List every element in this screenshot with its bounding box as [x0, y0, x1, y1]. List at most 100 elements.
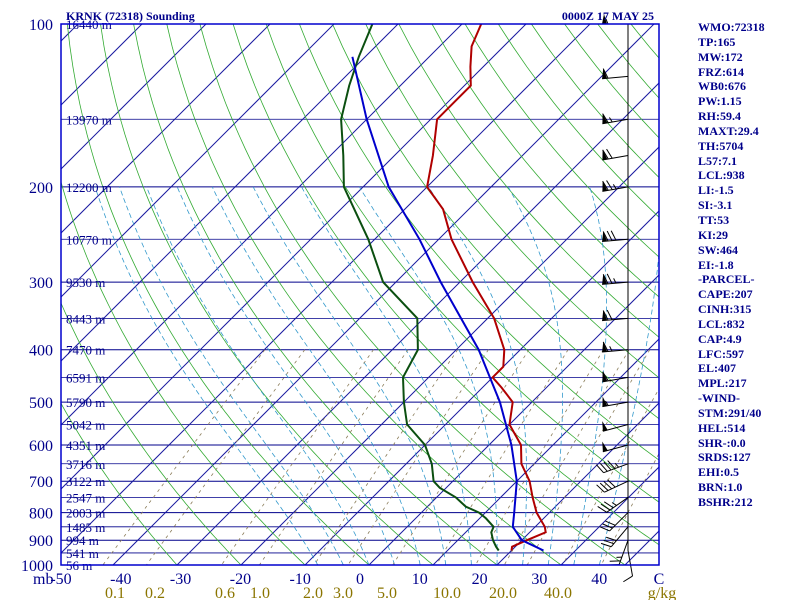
pressure-tick-label: 700: [29, 474, 53, 491]
index-row: FRZ:614: [698, 64, 744, 79]
index-row: TP:165: [698, 34, 736, 49]
mixing-ratio-tick-label: g/kg: [648, 585, 676, 600]
dry-adiabat-line: [66, 24, 370, 565]
index-row: PW:1.15: [698, 94, 742, 109]
wind-barb: [600, 526, 629, 548]
wind-barb-full: [602, 68, 609, 79]
mixing-ratio-line: [102, 349, 266, 565]
wind-barb-full: [602, 231, 609, 242]
temperature-tick-label: 20: [472, 571, 488, 588]
wind-barb: [602, 341, 629, 353]
temperature-tick-label: -50: [50, 571, 71, 588]
mixing-ratio-tick-label: 40.0: [544, 585, 572, 600]
wind-barb-full: [602, 310, 609, 321]
moist-adiabat-line: [359, 186, 498, 565]
pressure-tick-label: 300: [29, 275, 53, 292]
index-row: LCL:938: [698, 168, 745, 183]
isotherm-line: [432, 338, 659, 565]
index-row: EI:-1.8: [698, 257, 734, 272]
wind-barb-full: [603, 539, 615, 545]
dry-adiabat-line: [398, 24, 659, 338]
isotherm-line: [61, 24, 591, 554]
wind-barb-staff: [602, 401, 629, 408]
wind-barb-staff: [602, 349, 629, 353]
wind-barb-staff: [602, 376, 629, 383]
wind-barb-staff: [618, 540, 629, 565]
index-row: TT:53: [698, 212, 730, 227]
index-row: TH:5704: [698, 138, 744, 153]
wind-barb-half: [612, 184, 617, 190]
dry-adiabat-line: [133, 24, 498, 565]
wind-barb-full: [606, 230, 613, 241]
wind-barb: [602, 396, 629, 408]
height-label: 6591 m: [66, 370, 105, 385]
height-label: 3716 m: [66, 457, 105, 472]
isotherm-line: [61, 24, 463, 426]
wind-barb-half: [608, 117, 613, 123]
wind-barb-full: [602, 113, 609, 124]
moist-adiabat-line: [146, 186, 370, 565]
wind-barb-flag: [602, 396, 608, 407]
index-row: MPL:217: [698, 376, 747, 391]
wind-barb-half: [614, 462, 619, 468]
wind-barb: [602, 273, 629, 285]
height-label: 2003 m: [66, 506, 105, 521]
isotherm-line: [61, 24, 399, 362]
dry-adiabat-line: [464, 24, 659, 258]
index-row: CINH:315: [698, 302, 752, 317]
index-row: WB0:676: [698, 79, 746, 94]
wind-barb-full: [602, 341, 609, 352]
height-label: 5790 m: [66, 395, 105, 410]
wind-barb-full: [602, 180, 609, 191]
wind-barb-half: [613, 278, 617, 284]
dry-adiabat-line: [61, 402, 178, 565]
wind-barb-staff: [604, 480, 629, 493]
temperature-tick-label: 30: [531, 571, 547, 588]
isotherm-line: [61, 24, 271, 234]
index-row: RH:59.4: [698, 109, 741, 124]
wind-barb-full: [606, 309, 613, 320]
wind-barb-flag: [602, 421, 608, 432]
wind-barb: [599, 512, 629, 532]
temperature-axis: -50 -40 -30 -20 -10 0 10 20 30 40 C: [50, 571, 664, 588]
wind-barb-full: [599, 462, 608, 472]
mixing-ratio-tick-label: 20.0: [489, 585, 517, 600]
wind-barb: [602, 441, 629, 453]
index-row: SW:464: [698, 242, 739, 257]
wind-barb-full: [610, 230, 617, 241]
index-row: SRDS:127: [698, 450, 751, 465]
moist-adiabat-line: [573, 186, 607, 565]
wind-barb-full: [600, 503, 611, 511]
wind-barb: [602, 309, 629, 322]
temperature-tick-label: 40: [591, 571, 607, 588]
wind-barb-flag: [602, 274, 608, 285]
wind-barb-staff: [602, 424, 629, 432]
height-label: 3122 m: [66, 474, 105, 489]
wind-barb-full: [603, 461, 612, 471]
wind-barb-half: [605, 400, 609, 406]
wind-barb-half: [609, 346, 613, 352]
index-row: CAPE:207: [698, 287, 753, 302]
wind-barb: [602, 148, 629, 161]
moist-adiabat-line: [211, 186, 421, 565]
mixing-ratio-tick-label: 3.0: [333, 585, 353, 600]
isotherm-line: [112, 24, 655, 565]
wind-barb: [602, 180, 629, 192]
mixing-ratio-tick-label: 10.0: [433, 585, 461, 600]
height-label: 9530 m: [66, 275, 105, 290]
pressure-tick-label: 500: [29, 395, 53, 412]
wind-barb: [596, 460, 629, 474]
wind-barb-flag: [602, 68, 608, 79]
wind-barb-half: [605, 18, 609, 25]
wind-barb-full: [602, 523, 613, 529]
moist-adiabat-line: [252, 186, 447, 565]
mixing-ratio-line: [392, 349, 530, 565]
pressure-tick-label: 400: [29, 343, 53, 360]
isotherm-line: [496, 402, 659, 565]
pressure-tick-label: 800: [29, 506, 53, 523]
wind-barb-flag: [602, 14, 607, 24]
height-label: 10770 m: [66, 232, 112, 247]
dry-adiabat-line: [61, 180, 306, 565]
mixing-ratio-tick-label: 5.0: [377, 585, 397, 600]
moist-adiabat-line: [301, 186, 472, 565]
